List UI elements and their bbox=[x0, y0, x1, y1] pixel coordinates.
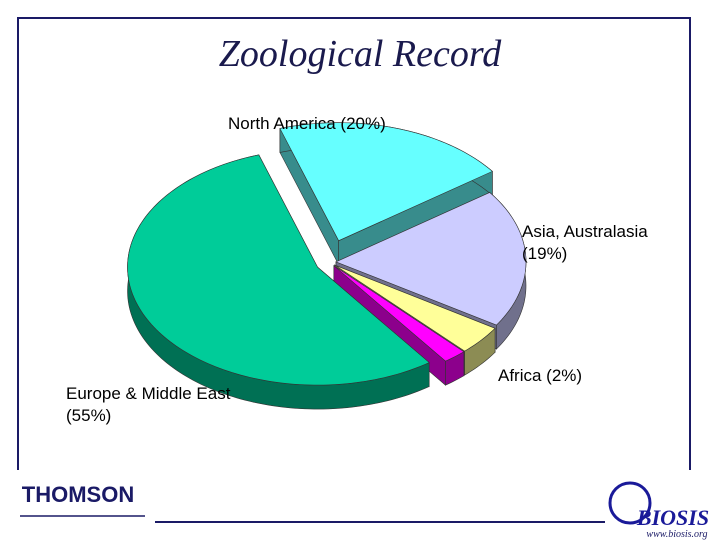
biosis-logo: BIOSIS bbox=[636, 505, 709, 530]
chart-title: Zoological Record bbox=[219, 33, 502, 75]
slice bbox=[335, 192, 527, 326]
slice-label: Asia, Australasia (19%) bbox=[522, 222, 648, 263]
frame-border bbox=[17, 17, 691, 470]
slice bbox=[334, 264, 496, 352]
slice-label: Africa (2%) bbox=[498, 366, 583, 385]
pie bbox=[127, 122, 527, 410]
thomson-logo: THOMSON bbox=[22, 482, 134, 507]
slice bbox=[127, 154, 430, 386]
slice-label: North America (20%) bbox=[228, 114, 386, 133]
slice bbox=[333, 265, 465, 362]
biosis-globe bbox=[608, 481, 652, 525]
biosis-url: www.biosis.org bbox=[646, 529, 707, 540]
slice-label: Europe & Middle East (55%) bbox=[66, 384, 231, 425]
slice bbox=[279, 122, 493, 242]
frame bbox=[17, 17, 691, 523]
